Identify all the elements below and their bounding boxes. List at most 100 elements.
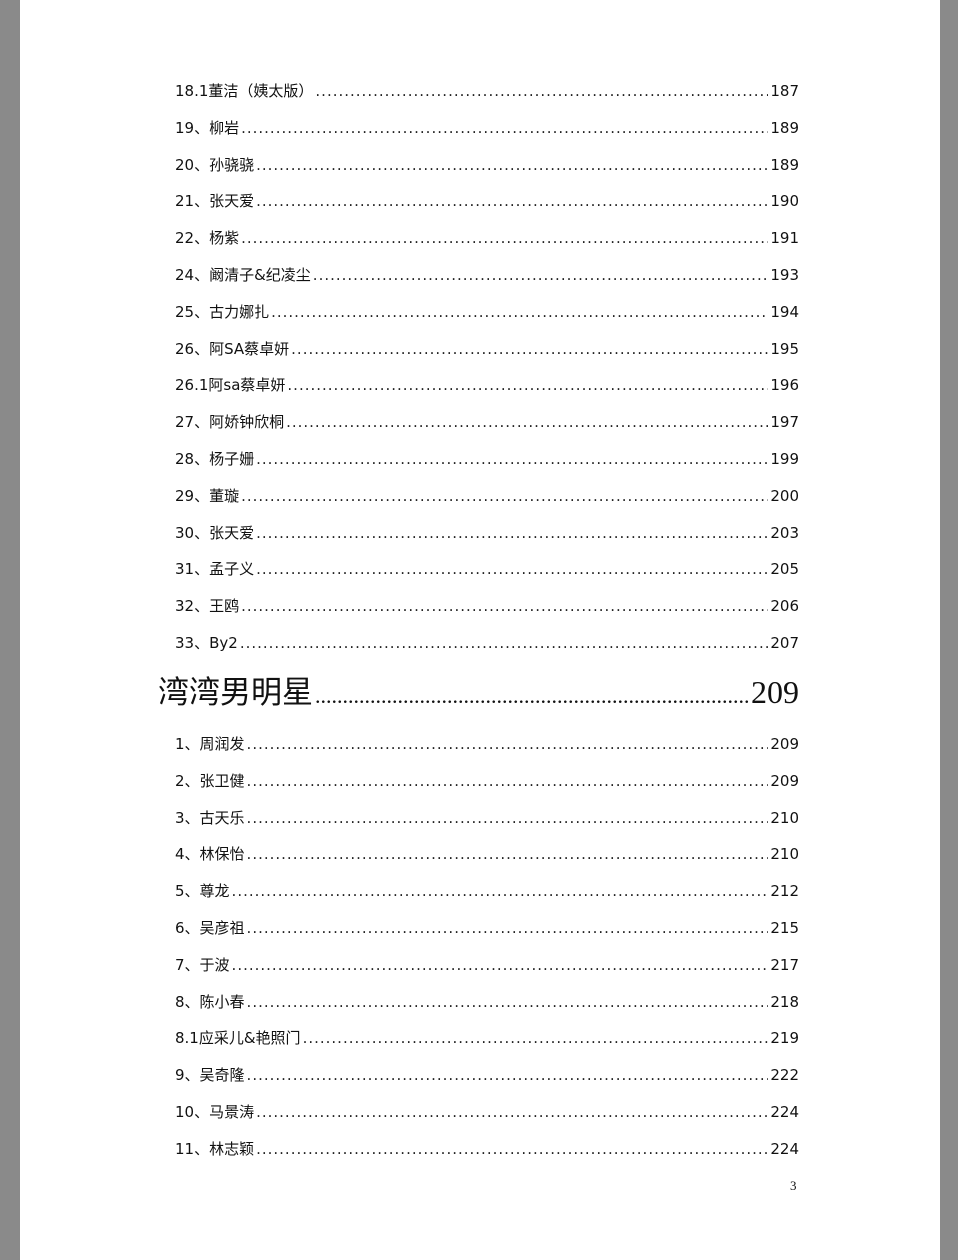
toc-entry[interactable]: 31、孟子义 205 [175,559,799,579]
entry-title: 22、杨紫 [175,229,240,248]
entry-page: 200 [770,486,799,505]
entry-page: 189 [770,118,799,137]
entry-page: 199 [770,450,799,468]
dot-leader [241,596,768,616]
dot-leader [315,676,749,716]
entry-title: 4、林保怡 [175,845,245,864]
dot-leader [256,1102,768,1122]
entry-title: 30、张天爱 [175,523,255,542]
toc-entry[interactable]: 28、杨子姗 199 [175,449,799,469]
entry-page: 222 [770,1066,799,1085]
toc-entry[interactable]: 18.1董洁（姨太版） 187 [175,81,799,101]
entry-title: 21、张天爱 [175,192,255,211]
entry-page: 203 [770,523,799,542]
entry-page: 187 [770,82,799,100]
toc-entry[interactable]: 3、古天乐 210 [175,808,799,828]
entry-title: 28、杨子姗 [175,450,255,468]
entry-title: 24、阚清子&纪凌尘 [175,266,311,284]
entry-title: 20、孙骁骁 [175,155,255,174]
entry-title: 26.1阿sa蔡卓妍 [175,376,286,395]
entry-page: 191 [770,229,799,248]
entry-page: 210 [770,808,799,827]
toc-entry[interactable]: 29、董璇 200 [175,486,799,506]
entry-title: 7、于波 [175,955,230,974]
toc-entry[interactable]: 25、古力娜扎 194 [175,302,799,322]
entry-title: 8、陈小春 [175,992,245,1011]
toc-entry[interactable]: 19、柳岩 189 [175,118,799,138]
entry-page: 207 [770,634,799,652]
dot-leader [313,265,769,285]
toc-entry[interactable]: 5、尊龙 212 [175,881,799,901]
toc-entry[interactable]: 30、张天爱 203 [175,523,799,543]
entry-title: 26、阿SA蔡卓妍 [175,339,290,358]
toc-entry[interactable]: 21、张天爱 190 [175,191,799,211]
entry-title: 10、马景涛 [175,1103,255,1121]
toc-entry[interactable]: 9、吴奇隆 222 [175,1065,799,1085]
toc-entry[interactable]: 10、马景涛 224 [175,1102,799,1122]
dot-leader [256,559,768,579]
toc-entry[interactable]: 11、林志颖 224 [175,1139,799,1159]
entry-title: 9、吴奇隆 [175,1066,245,1085]
dot-leader [256,191,768,211]
entry-page: 219 [770,1029,799,1048]
toc-entry[interactable]: 24、阚清子&纪凌尘 193 [175,265,799,285]
dot-leader [240,633,769,653]
entry-page: 210 [770,845,799,864]
entry-page: 194 [770,302,799,321]
toc-entry[interactable]: 7、于波 217 [175,955,799,975]
toc-entry[interactable]: 32、王鸥 206 [175,596,799,616]
entry-title: 29、董璇 [175,486,240,505]
entry-title: 5、尊龙 [175,882,230,901]
dot-leader [256,1139,768,1159]
toc-section-heading[interactable]: 湾湾男明星 209 [158,672,799,716]
entry-page: 209 [770,771,799,790]
dot-leader [247,771,769,791]
dot-leader [291,339,768,359]
dot-leader [247,734,769,754]
dot-leader [256,449,768,469]
entry-title: 25、古力娜扎 [175,302,270,321]
toc-entry[interactable]: 20、孙骁骁 189 [175,155,799,175]
toc-entry[interactable]: 27、阿娇钟欣桐 197 [175,412,799,432]
toc-entry[interactable]: 2、张卫健 209 [175,771,799,791]
entry-page: 205 [770,560,799,579]
entry-page: 218 [770,992,799,1011]
entry-title: 31、孟子义 [175,560,255,579]
dot-leader [241,118,768,138]
toc-entry[interactable]: 26、阿SA蔡卓妍 195 [175,339,799,359]
entry-page: 217 [770,955,799,974]
dot-leader [315,81,768,101]
dot-leader [241,228,768,248]
toc-entry[interactable]: 26.1阿sa蔡卓妍 196 [175,375,799,395]
toc-entry[interactable]: 1、周润发 209 [175,734,799,754]
dot-leader [247,918,769,938]
toc-entry[interactable]: 6、吴彦祖 215 [175,918,799,938]
dot-leader [247,1065,769,1085]
dot-leader [256,155,768,175]
dot-leader [256,523,768,543]
section-title: 湾湾男明星 [158,675,313,711]
entry-title: 19、柳岩 [175,118,240,137]
dot-leader [247,992,769,1012]
entry-page: 197 [770,413,799,432]
toc-entry[interactable]: 22、杨紫 191 [175,228,799,248]
toc-entry[interactable]: 8.1应采儿&艳照门 219 [175,1028,799,1048]
entry-page: 195 [770,339,799,358]
dot-leader [247,808,769,828]
entry-title: 11、林志颖 [175,1139,255,1158]
dot-leader [232,955,769,975]
dot-leader [286,412,768,432]
dot-leader [232,881,769,901]
entry-page: 190 [770,192,799,211]
toc-entry[interactable]: 4、林保怡 210 [175,844,799,864]
entry-page: 215 [770,919,799,937]
entry-page: 224 [770,1103,799,1121]
entry-title: 8.1应采儿&艳照门 [175,1029,301,1048]
toc-entry[interactable]: 33、By2 207 [175,633,799,653]
entry-title: 1、周润发 [175,735,245,753]
entry-page: 209 [770,735,799,753]
entry-title: 18.1董洁（姨太版） [175,82,314,100]
toc-entry[interactable]: 8、陈小春 218 [175,992,799,1012]
section-page: 209 [751,674,799,710]
entry-title: 6、吴彦祖 [175,919,245,937]
